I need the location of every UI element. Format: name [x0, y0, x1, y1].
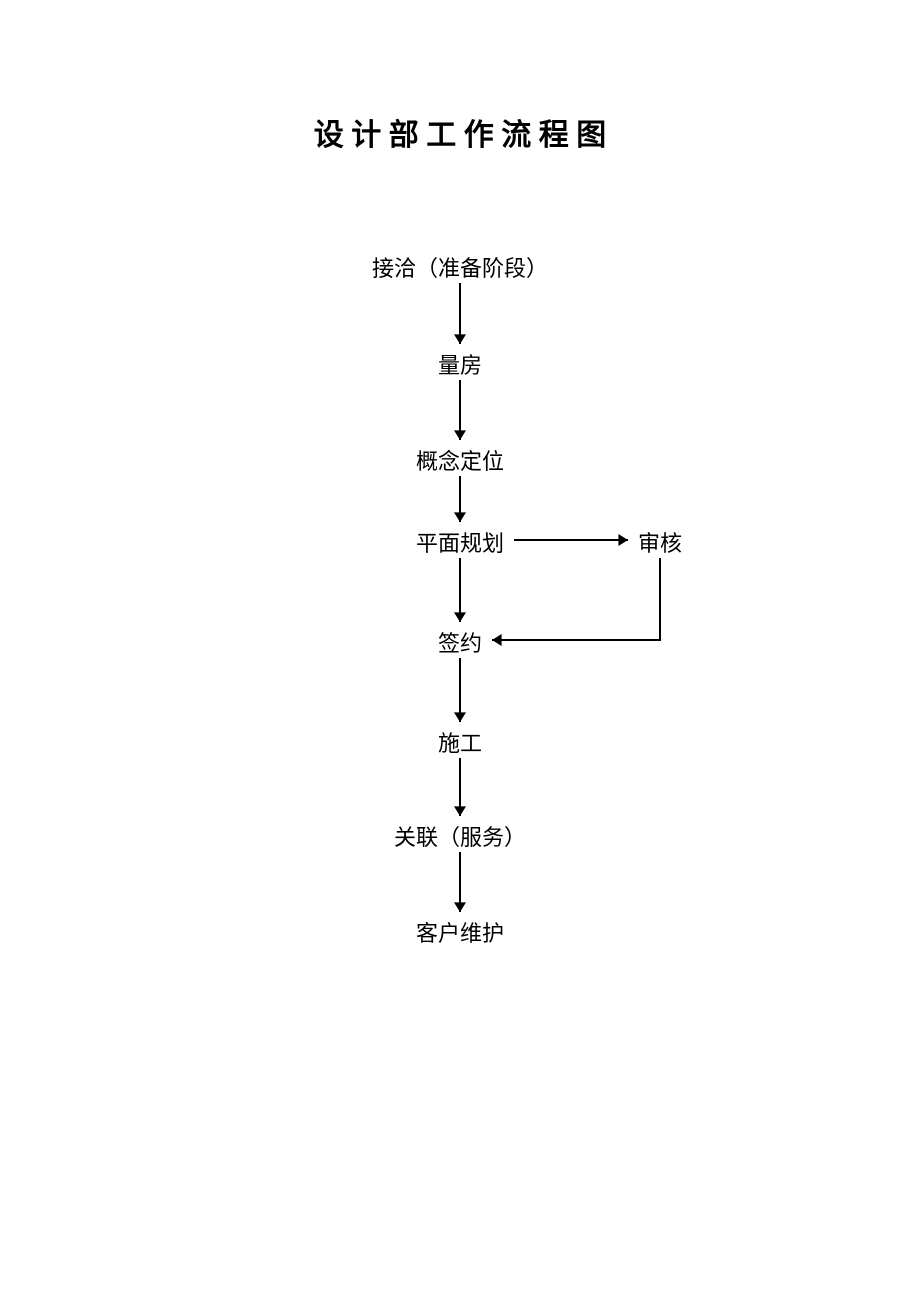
flowchart-edge-n5-n6 — [0, 0, 920, 1302]
